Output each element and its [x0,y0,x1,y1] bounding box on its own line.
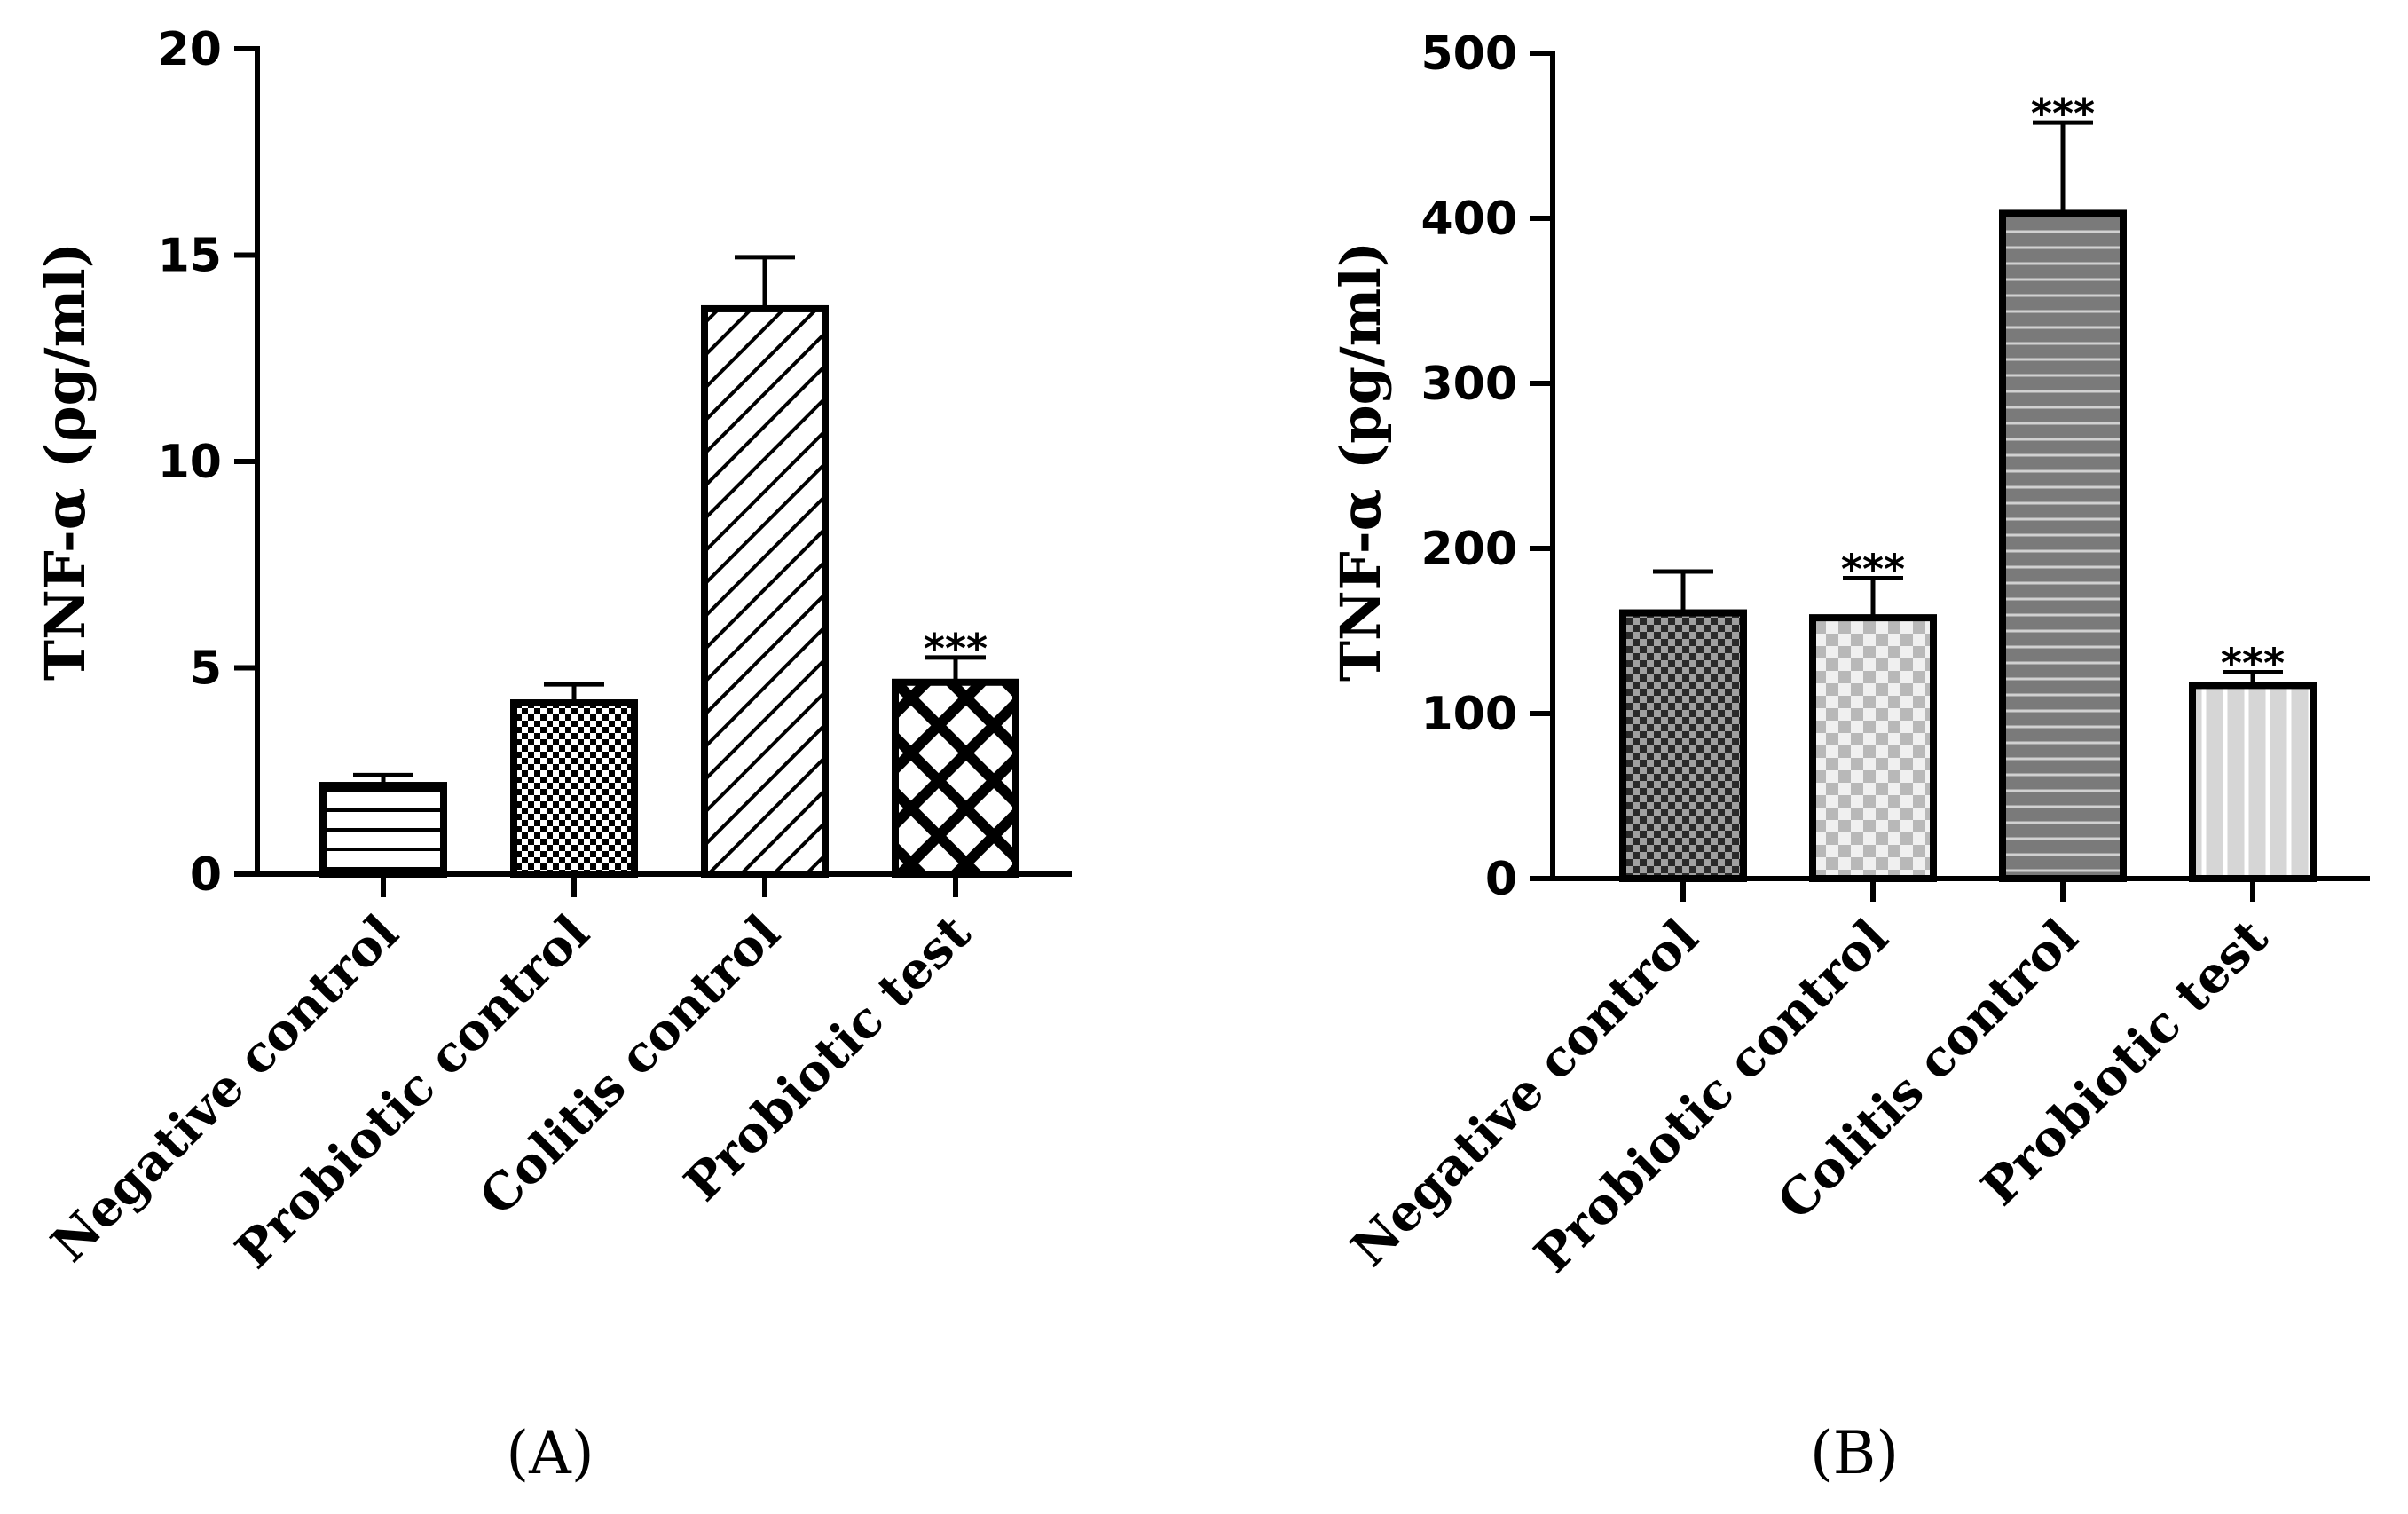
panel-b-significance-label: *** [1841,545,1905,593]
panel-b-y-tick-label: 300 [1420,358,1517,411]
panel-b-y-tick-label: 100 [1420,688,1517,741]
panel-b-bar-colitis-control [1999,209,2127,883]
panel-a-category-label: Probiotic control [224,903,601,1280]
panel-a-category-label: Negative control [40,903,410,1273]
panel-a-y-tick-label: 5 [190,643,222,696]
panel-a-bar-negative-control [319,782,447,879]
panel-b-significance-label: *** [2221,640,2285,688]
panel-b-y-tick-label: 0 [1485,853,1517,906]
panel-a-y-tick-label: 15 [158,230,222,283]
panel-b-category-label: Probiotic control [1523,908,1900,1284]
panel-a-bar-probiotic-control [510,699,638,879]
panel-a-bar-probiotic-test [892,678,1019,879]
panel-b-bar-probiotic-control [1809,614,1937,882]
panel-b-panel-label: (B) [1810,1419,1899,1487]
panel-a-bar-colitis-control [701,304,829,878]
panel-b-category-label: Negative control [1340,908,1710,1278]
panel-b-y-tick-label: 200 [1420,523,1517,576]
panel-a-panel-label: (A) [506,1419,594,1487]
panel-b-chart: 0 100 200 300 400 500 TNF-α (pg/ml) Negative co… [1328,28,2370,1487]
panel-b-significance-label: *** [2031,90,2095,138]
panel-b-y-tick-label: 400 [1420,193,1517,246]
panel-a-y-tick-label: 0 [190,848,222,902]
panel-a-chart: 0 5 10 15 20 TNF-α (ρg/ml) Negative controlPro… [33,23,1072,1487]
panel-b-y-axis-title: TNF-α (pg/ml) [1328,241,1393,682]
panel-a-y-axis-title: TNF-α (ρg/ml) [33,242,98,681]
panel-a-significance-label: *** [924,625,988,673]
panel-b-bar-probiotic-test [2189,682,2317,882]
panel-a-y-tick-label: 20 [158,23,222,76]
panel-b-bar-negative-control [1619,609,1747,882]
panel-a-y-tick-label: 10 [158,436,222,489]
panel-b-y-tick-label: 500 [1420,28,1517,81]
